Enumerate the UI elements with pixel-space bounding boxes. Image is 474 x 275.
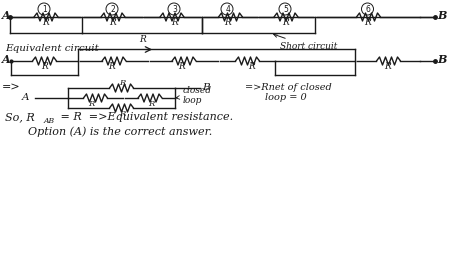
- Text: 5: 5: [283, 4, 288, 13]
- Text: 2: 2: [110, 4, 115, 13]
- Text: A: A: [2, 54, 10, 65]
- Text: R: R: [42, 62, 48, 71]
- Text: 6: 6: [366, 4, 371, 13]
- Text: So, R: So, R: [5, 112, 35, 122]
- Text: R: R: [119, 79, 126, 87]
- Text: Option (A) is the correct answer.: Option (A) is the correct answer.: [28, 126, 212, 137]
- Text: 3: 3: [173, 4, 177, 13]
- Text: B: B: [437, 54, 447, 65]
- Text: A: A: [22, 93, 29, 102]
- Text: R: R: [224, 18, 231, 27]
- Text: R: R: [248, 62, 255, 71]
- Text: 4: 4: [226, 4, 230, 13]
- Text: B: B: [437, 10, 447, 21]
- Text: 1: 1: [43, 4, 47, 13]
- Text: R: R: [119, 110, 126, 118]
- Text: R: R: [171, 18, 178, 27]
- Text: R: R: [148, 100, 154, 108]
- Text: R: R: [365, 18, 371, 27]
- Text: R: R: [178, 62, 185, 71]
- Text: R: R: [108, 62, 115, 71]
- Text: R: R: [88, 100, 94, 108]
- Text: =>Rnet of closed: =>Rnet of closed: [245, 83, 332, 92]
- Text: closed
loop: closed loop: [176, 86, 212, 105]
- Text: R: R: [42, 18, 49, 27]
- Text: Equivalent circuit: Equivalent circuit: [5, 44, 99, 53]
- Text: loop = 0: loop = 0: [265, 93, 307, 102]
- Text: =>: =>: [2, 83, 21, 93]
- Text: R: R: [139, 35, 146, 44]
- Text: = R  =>Equivalent resistance.: = R =>Equivalent resistance.: [57, 112, 233, 122]
- Text: R: R: [384, 62, 391, 71]
- Text: A: A: [2, 10, 10, 21]
- Text: AB: AB: [44, 117, 55, 125]
- Text: R: R: [282, 18, 289, 27]
- Text: B: B: [202, 83, 210, 92]
- Text: R: R: [109, 18, 116, 27]
- Text: Short circuit: Short circuit: [273, 34, 337, 51]
